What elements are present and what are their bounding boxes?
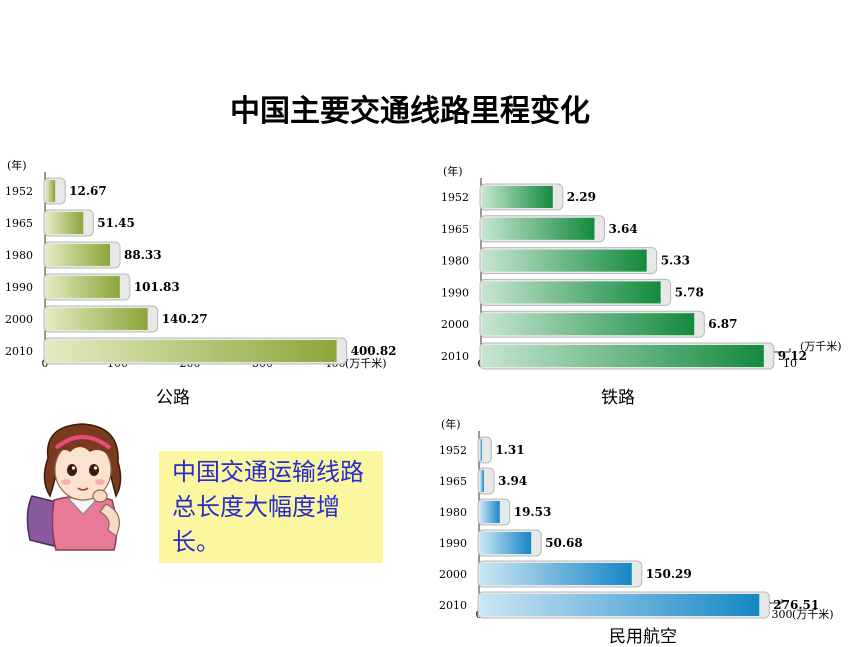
road-category-label: 1990 bbox=[5, 281, 33, 294]
rail-value-label: 3.64 bbox=[608, 222, 637, 236]
page-title: 中国主要交通线路里程变化 bbox=[230, 94, 590, 129]
air-category-label: 1965 bbox=[439, 475, 467, 488]
note-text: 中国交通运输线路总长度大幅度增长。 bbox=[172, 458, 364, 556]
rail-bar bbox=[482, 249, 647, 272]
rail-bar bbox=[482, 217, 595, 240]
rail-bar bbox=[482, 313, 695, 336]
note-box bbox=[159, 451, 383, 563]
air-value-label: 150.29 bbox=[646, 567, 692, 581]
air-bar-frame bbox=[477, 436, 492, 464]
rail-y-axis-label: (年) bbox=[443, 164, 463, 178]
air-x-axis-label: (万千米) bbox=[792, 608, 834, 621]
road-y-axis-label: (年) bbox=[7, 158, 27, 172]
road-category-label: 1980 bbox=[5, 249, 33, 262]
air-value-label: 1.31 bbox=[495, 443, 524, 457]
road-chart-caption: 公路 bbox=[156, 388, 190, 408]
rail-bar bbox=[482, 345, 764, 367]
air-category-label: 1952 bbox=[439, 444, 467, 457]
rail-x-axis-label: (万千米) bbox=[800, 340, 842, 353]
road-value-label: 140.27 bbox=[162, 312, 208, 326]
rail-category-label: 1990 bbox=[441, 286, 469, 299]
road-value-label: 400.82 bbox=[351, 344, 397, 358]
air-x-tick-label: 300 bbox=[772, 608, 793, 621]
rail-category-label: 1965 bbox=[441, 223, 469, 236]
rail-value-label: 2.29 bbox=[567, 190, 596, 204]
road-bar bbox=[46, 308, 148, 330]
road-value-label: 88.33 bbox=[124, 248, 162, 262]
road-x-axis-label: (万千米) bbox=[345, 357, 387, 370]
air-value-label: 19.53 bbox=[514, 505, 552, 519]
air-value-label: 50.68 bbox=[545, 536, 583, 550]
girl-illustration bbox=[26, 423, 122, 551]
air-chart: (年)050100150200250300(万千米)19521.3119653.… bbox=[433, 410, 858, 625]
air-bar bbox=[480, 563, 632, 585]
road-value-label: 51.45 bbox=[97, 216, 135, 230]
rail-value-label: 5.78 bbox=[675, 285, 704, 299]
road-category-label: 1965 bbox=[5, 217, 33, 230]
rail-category-label: 1952 bbox=[441, 191, 469, 204]
road-bar bbox=[46, 180, 56, 202]
road-bar bbox=[46, 276, 120, 298]
rail-value-label: 9.12 bbox=[778, 349, 807, 363]
road-chart: (年)0100200300400(万千米)195212.67196551.451… bbox=[0, 155, 430, 380]
air-bar bbox=[480, 532, 532, 554]
air-bar bbox=[480, 439, 482, 461]
rail-value-label: 6.87 bbox=[708, 317, 737, 331]
road-x-tick-label: 0 bbox=[42, 357, 49, 370]
rail-category-label: 2000 bbox=[441, 318, 469, 331]
rail-chart-caption: 铁路 bbox=[601, 388, 635, 408]
air-category-label: 1990 bbox=[439, 537, 467, 550]
air-bar bbox=[480, 594, 760, 616]
air-category-label: 2010 bbox=[439, 599, 467, 612]
rail-chart: (年)0246810(万千米)19522.2919653.6419805.331… bbox=[433, 155, 858, 370]
air-chart-svg: (年)050100150200250300(万千米)19521.3119653.… bbox=[439, 417, 834, 621]
road-category-label: 2010 bbox=[5, 345, 33, 358]
road-category-label: 1952 bbox=[5, 185, 33, 198]
rail-bar bbox=[482, 186, 553, 208]
air-y-axis-label: (年) bbox=[441, 417, 461, 431]
rail-chart-svg: (年)0246810(万千米)19522.2919653.6419805.331… bbox=[441, 164, 842, 370]
road-bar bbox=[46, 340, 337, 362]
air-value-label: 276.51 bbox=[773, 598, 819, 612]
air-bar bbox=[480, 501, 500, 523]
road-chart-svg: (年)0100200300400(万千米)195212.67196551.451… bbox=[5, 158, 397, 370]
road-value-label: 101.83 bbox=[134, 280, 180, 294]
road-bar bbox=[46, 212, 84, 234]
road-value-label: 12.67 bbox=[69, 184, 107, 198]
air-bar bbox=[480, 470, 484, 492]
rail-x-tick-label: 10 bbox=[783, 357, 797, 370]
air-value-label: 3.94 bbox=[498, 474, 527, 488]
rail-category-label: 1980 bbox=[441, 255, 469, 268]
rail-bar bbox=[482, 281, 661, 304]
rail-category-label: 2010 bbox=[441, 350, 469, 363]
rail-value-label: 5.33 bbox=[661, 254, 690, 268]
air-category-label: 1980 bbox=[439, 506, 467, 519]
road-category-label: 2000 bbox=[5, 313, 33, 326]
air-chart-caption: 民用航空 bbox=[609, 627, 677, 647]
air-category-label: 2000 bbox=[439, 568, 467, 581]
road-bar bbox=[46, 244, 111, 266]
